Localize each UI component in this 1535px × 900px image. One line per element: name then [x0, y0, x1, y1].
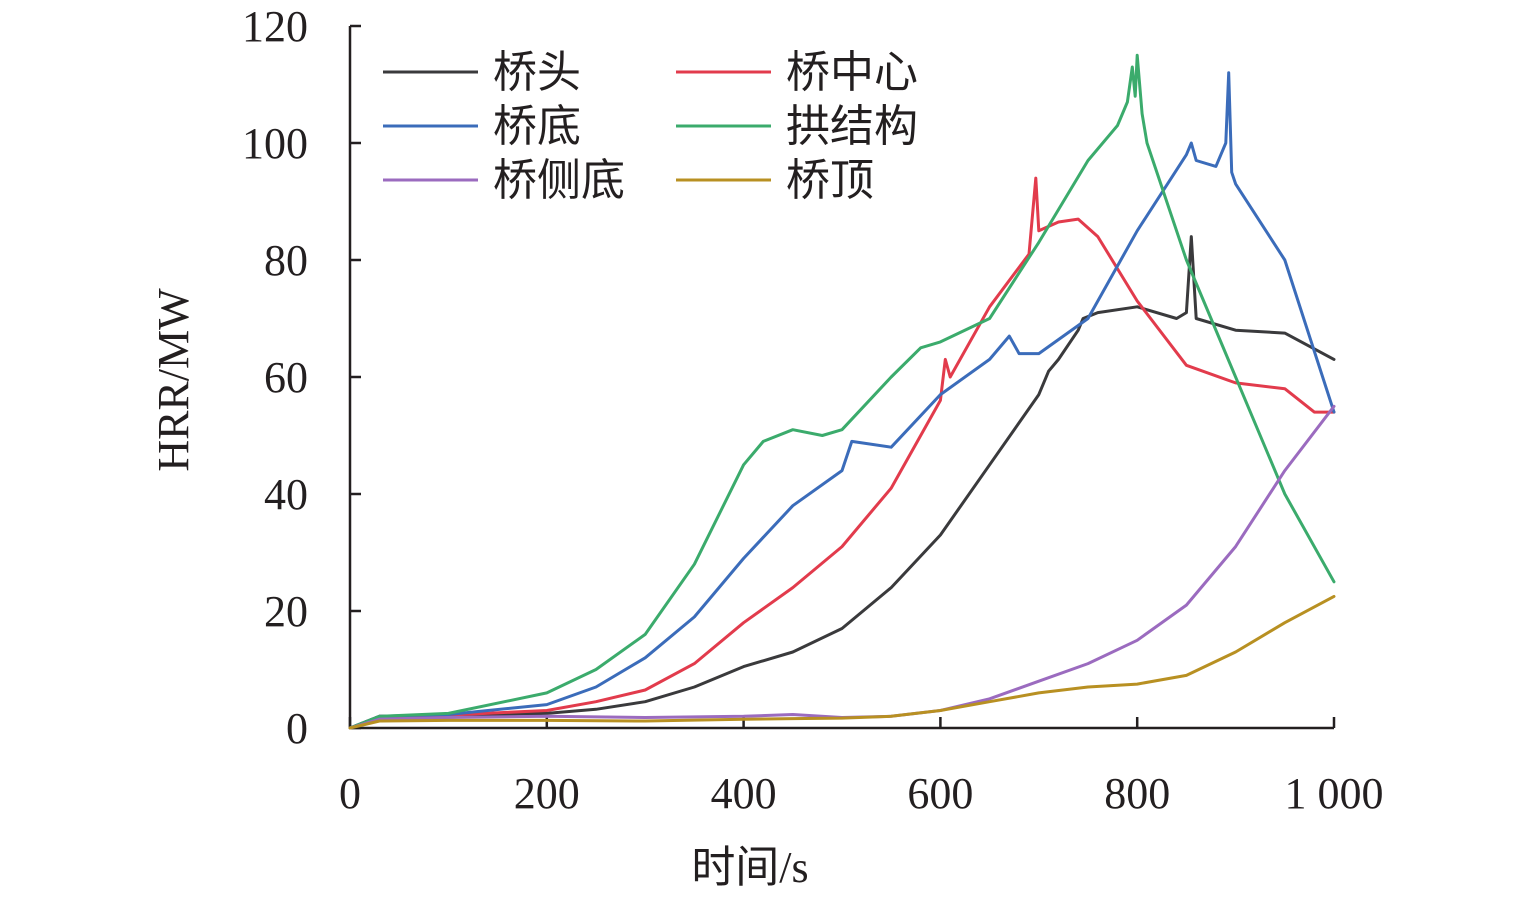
y-tick-label: 60: [264, 353, 308, 402]
legend-label-4: 拱结构: [786, 102, 918, 151]
legend-label-5: 桥侧底: [493, 156, 625, 205]
series-group: [348, 53, 1336, 730]
legend-label-3: 桥底: [493, 102, 581, 151]
y-tick-label: 20: [264, 587, 308, 636]
series-line-2: [348, 176, 1336, 730]
x-tick-label: 200: [514, 769, 580, 818]
legend-label-2: 桥中心: [786, 48, 918, 97]
series-line-6: [348, 594, 1336, 730]
y-tick-label: 0: [286, 704, 308, 753]
series-line-4: [348, 53, 1336, 730]
series-line-3: [348, 71, 1336, 730]
x-tick-label: 400: [711, 769, 777, 818]
ticks: 0 20 40 60 80 100 120 0 200 400 600 800 1 000: [242, 2, 1384, 818]
legend-label-1: 桥头: [493, 48, 581, 97]
y-tick-label: 80: [264, 236, 308, 285]
x-tick-label: 0: [339, 769, 361, 818]
y-axis-title: HRR/MW: [149, 288, 198, 472]
legend-label-6: 桥顶: [786, 156, 874, 205]
series-line-1: [348, 235, 1336, 730]
x-tick-label: 800: [1104, 769, 1170, 818]
series-line-5: [348, 404, 1336, 730]
x-tick-label: 1 000: [1285, 769, 1384, 818]
x-tick-label: 600: [907, 769, 973, 818]
y-tick-label: 40: [264, 470, 308, 519]
y-tick-label: 100: [242, 119, 308, 168]
x-axis-title: 时间/s: [691, 843, 808, 892]
y-tick-label: 120: [242, 2, 308, 51]
